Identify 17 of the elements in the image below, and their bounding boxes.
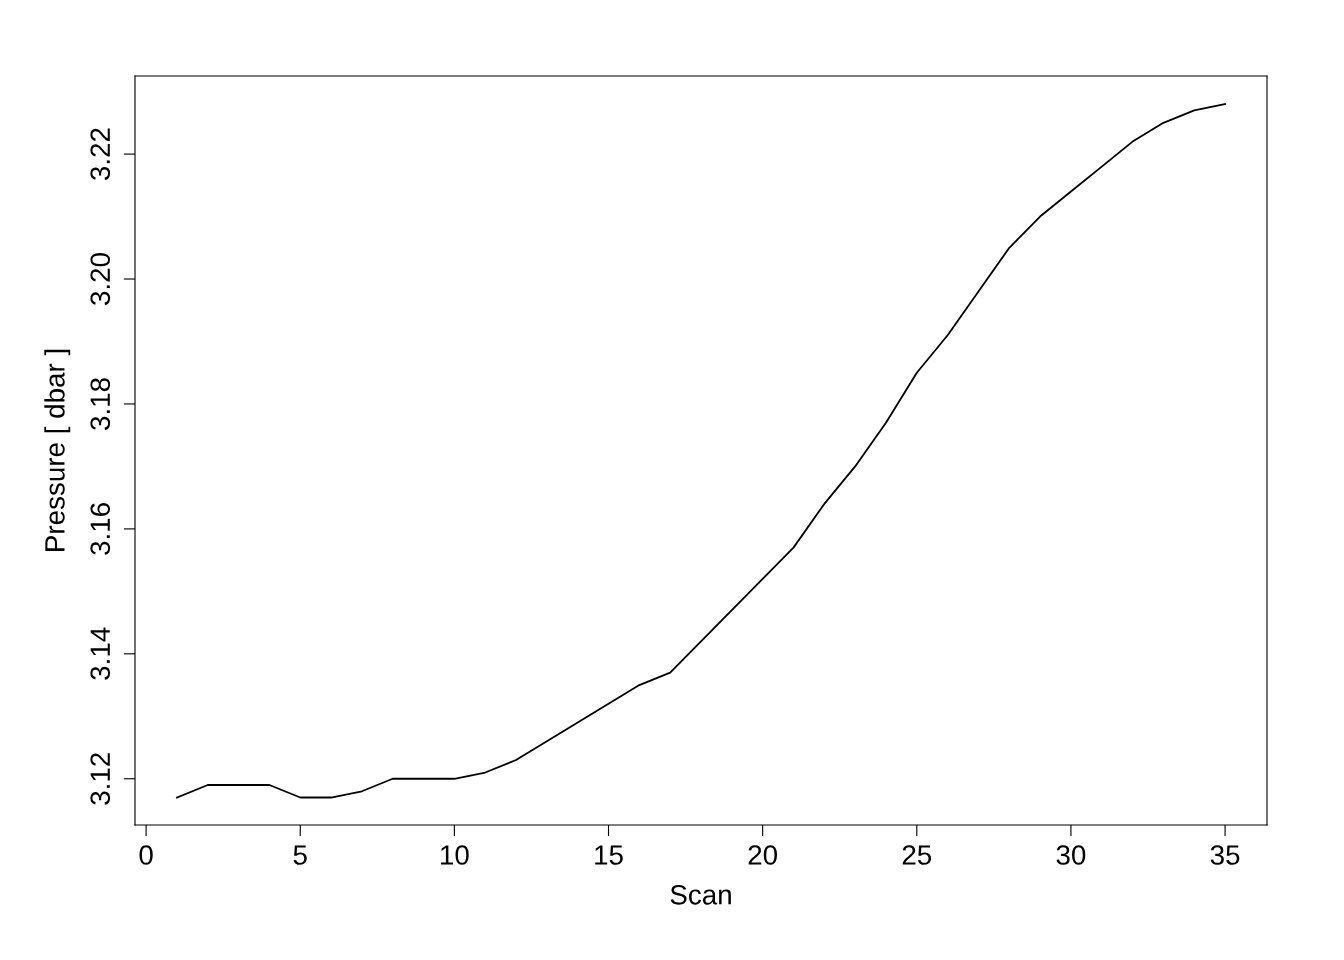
x-tick-label: 35 [1210,845,1240,865]
x-tick-label: 10 [441,845,469,865]
y-tick-label: 3.22 [90,128,111,181]
y-tick-label: 3.18 [90,378,111,430]
x-axis-title: Scan [670,884,731,905]
y-tick-label: 3.12 [90,753,111,805]
x-tick-label: 0 [139,845,153,865]
x-tick-label: 15 [595,845,623,865]
x-tick-label: 20 [748,845,778,865]
x-tick-label: 25 [902,845,932,865]
y-tick-label: 3.14 [90,627,111,680]
y-axis-title: Pressure [ dbar ] [44,349,71,551]
x-tick-label: 30 [1056,845,1086,865]
line-series [176,103,1226,799]
y-tick-label: 3.16 [90,503,111,555]
y-tick-label: 3.20 [90,253,111,305]
x-tick-label: 5 [293,845,307,865]
